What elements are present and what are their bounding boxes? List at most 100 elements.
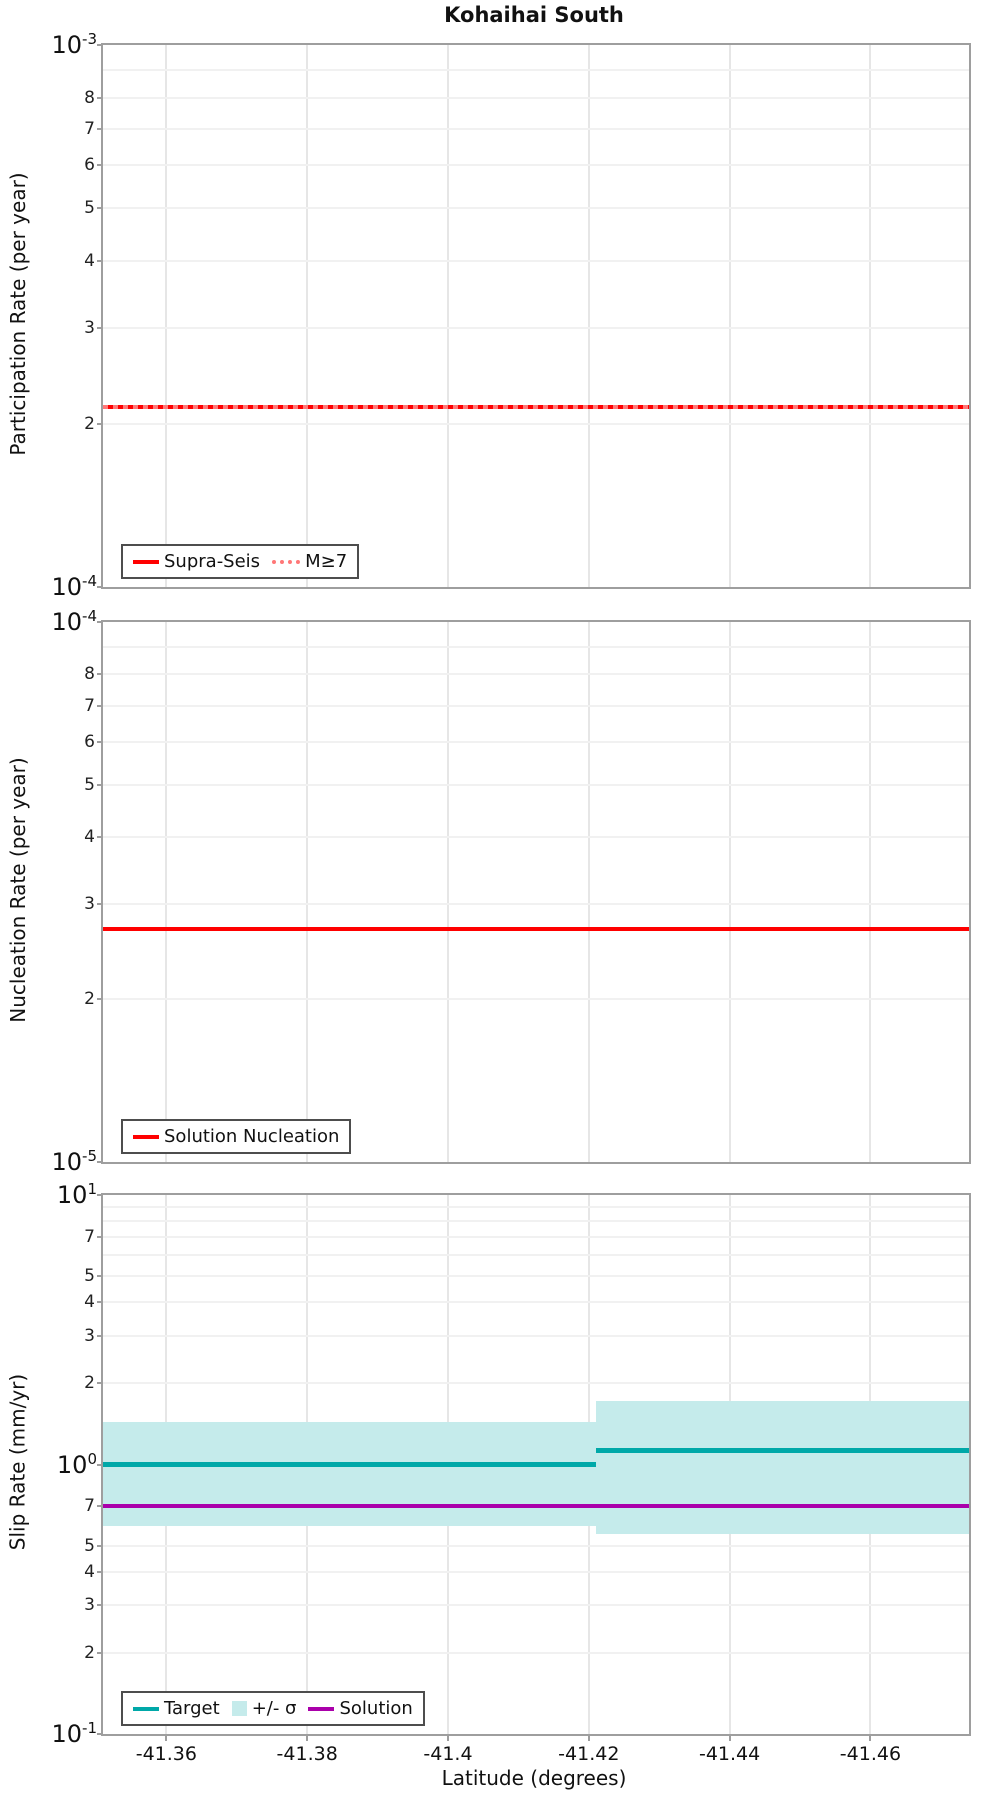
y-tick-mark [97, 835, 103, 838]
y-minor-tick-label: 5 [84, 1266, 95, 1287]
y-tick-mark [97, 1604, 103, 1607]
gridline-horizontal [103, 1382, 969, 1385]
y-minor-tick-label: 7 [84, 118, 95, 139]
gridline-vertical [869, 622, 872, 1162]
y-tick-mark [97, 1505, 103, 1508]
x-axis-title: Latitude (degrees) [441, 1766, 627, 1790]
gridline-vertical [165, 622, 168, 1162]
legend-participation: Supra-Seis M≥7 [121, 544, 360, 579]
legend-swatch-line-icon [308, 1706, 335, 1711]
y-tick-mark [97, 783, 103, 786]
gridline-horizontal [103, 1275, 969, 1278]
legend-label: M≥7 [305, 551, 348, 572]
series-target-line [595, 1447, 969, 1453]
plot-area-nucleation: Solution Nucleation 10-4 10-5 8 7 6 5 4 3 2 [51, 607, 971, 1176]
y-minor-tick-label: 4 [84, 826, 95, 847]
y-minor-tick-label: 2 [84, 1373, 95, 1394]
x-tick-mark [728, 1734, 731, 1741]
y-tick-mark [97, 1235, 103, 1238]
y-tick-mark [97, 44, 103, 46]
y-minor-tick-label: 5 [84, 198, 95, 219]
y-minor-tick-label: 6 [84, 731, 95, 752]
x-tick-label: -41.46 [839, 1743, 902, 1765]
y-axis-decade-label: 101 [56, 1180, 97, 1209]
y-tick-mark [97, 1382, 103, 1385]
legend-swatch-patch-icon [231, 1701, 247, 1716]
y-axis-decade-label: 10-4 [51, 572, 97, 601]
gridline-horizontal [103, 127, 969, 130]
y-axis-decade-label: 10-4 [51, 607, 97, 636]
y-minor-tick-label: 3 [84, 1595, 95, 1616]
gridline-horizontal [103, 327, 969, 330]
legend-item: +/- σ [231, 1698, 297, 1719]
x-tick-mark [587, 1734, 590, 1741]
y-tick-mark [97, 164, 103, 167]
y-axis-decade-label: 10-1 [51, 1719, 97, 1748]
gridline-horizontal [103, 1220, 969, 1223]
y-minor-tick-label: 3 [84, 1325, 95, 1346]
y-tick-mark [97, 1544, 103, 1547]
legend-slip-rate: Target +/- σ Solution [121, 1691, 425, 1726]
gridline-horizontal [103, 783, 969, 786]
gridline-horizontal [103, 1334, 969, 1337]
gridline-horizontal [103, 903, 969, 906]
gridline-horizontal [103, 96, 969, 99]
gridline-horizontal [103, 68, 969, 71]
gridline-horizontal [103, 1253, 969, 1256]
y-tick-mark [97, 673, 103, 676]
y-tick-mark [97, 903, 103, 906]
x-tick-label: -41.38 [276, 1743, 338, 1765]
gridline-horizontal [103, 1604, 969, 1607]
gridline-vertical [587, 622, 590, 1162]
gridline-vertical [728, 622, 731, 1162]
legend-item: Solution Nucleation [133, 1126, 339, 1147]
y-minor-tick-label: 4 [84, 1561, 95, 1582]
y-tick-mark [97, 998, 103, 1001]
legend-label: Solution Nucleation [164, 1126, 340, 1147]
y-tick-mark [97, 1161, 103, 1163]
gridline-horizontal [103, 1301, 969, 1304]
y-tick-mark [97, 127, 103, 130]
x-tick-mark [446, 1734, 449, 1741]
gridline-horizontal [103, 704, 969, 707]
gridline-horizontal [103, 835, 969, 838]
legend-item: Target [133, 1698, 220, 1719]
y-minor-tick-label: 8 [84, 664, 95, 685]
legend-label: Solution [339, 1698, 413, 1719]
y-tick-mark [97, 1463, 103, 1466]
gridline-horizontal [103, 1544, 969, 1547]
y-minor-tick-label: 4 [84, 1292, 95, 1313]
gridline-vertical [587, 45, 590, 587]
y-tick-mark [97, 1334, 103, 1337]
y-axis-title-nucleation: Nucleation Rate (per year) [6, 757, 30, 1023]
gridline-horizontal [103, 998, 969, 1001]
legend-swatch-line-icon [133, 1134, 159, 1139]
series-solution-line [103, 1504, 969, 1509]
chart-title: Kohaihai South [444, 3, 624, 27]
gridline-horizontal [103, 1651, 969, 1654]
legend-item: Solution [308, 1698, 413, 1719]
gridline-vertical [869, 45, 872, 587]
legend-label: Target [164, 1698, 220, 1719]
legend-item: M≥7 [272, 551, 347, 572]
series--band [103, 1421, 596, 1527]
y-axis-decade-label: 10-3 [51, 30, 97, 59]
y-tick-mark [97, 621, 103, 623]
y-tick-mark [97, 207, 103, 210]
y-tick-mark [97, 1570, 103, 1573]
gridline-horizontal [103, 164, 969, 167]
gridline-vertical [306, 622, 309, 1162]
y-minor-tick-label: 8 [84, 87, 95, 108]
x-tick-label: -41.44 [698, 1743, 761, 1765]
y-tick-mark [97, 1194, 103, 1196]
y-tick-mark [97, 1275, 103, 1278]
y-minor-tick-label: 2 [84, 989, 95, 1010]
gridline-vertical [306, 45, 309, 587]
y-minor-tick-label: 2 [84, 413, 95, 434]
y-axis-decade-label: 100 [56, 1449, 97, 1479]
series-m-7-line [103, 404, 969, 409]
plot-area-participation: Supra-Seis M≥7 10-3 10-4 8 7 6 5 4 3 2 [51, 30, 971, 601]
legend-label: +/- σ [251, 1698, 297, 1719]
x-tick-mark [165, 1734, 168, 1741]
